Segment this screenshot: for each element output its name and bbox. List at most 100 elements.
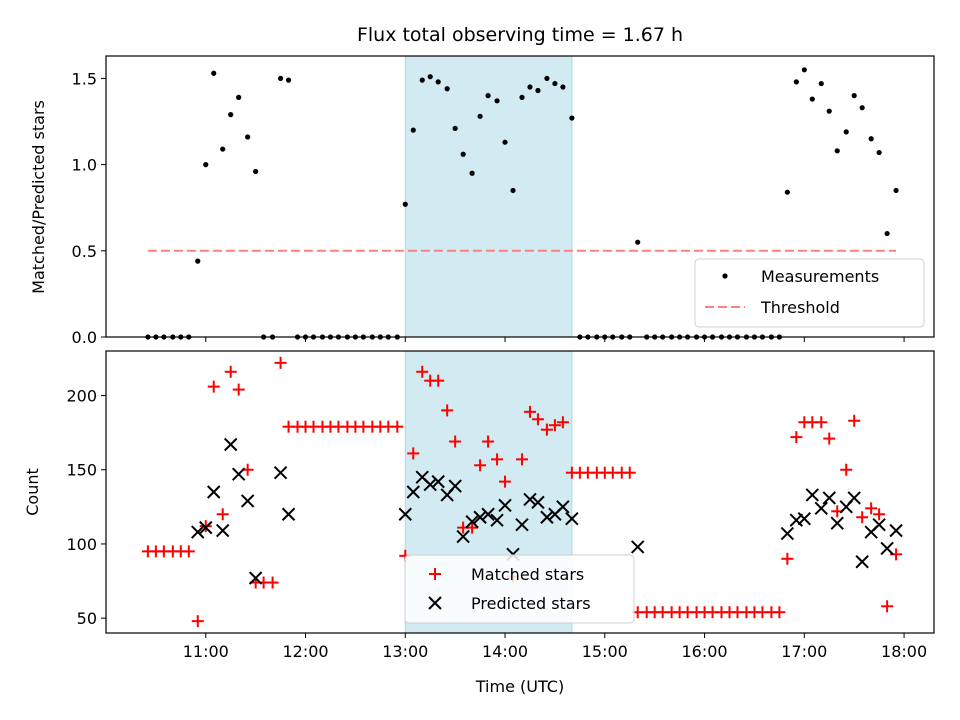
matched-star-point [391, 420, 404, 433]
y-tick-label: 0.0 [72, 328, 97, 347]
measurement-point [485, 93, 491, 99]
measurement-point [203, 162, 209, 168]
matched-star-point [815, 416, 828, 429]
count-legend-box [404, 554, 635, 624]
matched-star-point [881, 600, 894, 613]
x-tick-label: 12:00 [282, 642, 328, 661]
measurement-point [801, 67, 807, 73]
y-tick-label: 1.5 [72, 69, 97, 88]
matched-star-point [499, 475, 512, 488]
predicted-star-point [889, 523, 903, 538]
matched-star-point [182, 545, 195, 558]
matched-star-point [224, 365, 237, 378]
x-tick-label: 13:00 [382, 642, 428, 661]
measurement-point [552, 80, 558, 87]
measurement-point [494, 98, 500, 104]
matched-star-point [449, 435, 462, 448]
predicted-star-point [780, 526, 795, 541]
measurement-point [277, 75, 284, 82]
x-tick-label: 18:00 [881, 642, 927, 661]
predicted-star-point [248, 571, 263, 585]
predicted-star-point [805, 488, 820, 502]
matched-star-point [540, 423, 553, 436]
legend-measurements-label: Measurements [761, 267, 879, 286]
predicted-star-point [515, 517, 529, 532]
ratio-panel: 0.0 0.5 1.0 1.5 Matched/Predicted stars Mea… [29, 55, 935, 347]
predicted-star-point [207, 485, 221, 499]
measurement-point [469, 170, 475, 176]
predicted-star-point [481, 507, 495, 521]
predicted-star-point [789, 513, 804, 527]
matched-star-point [191, 615, 204, 628]
measurement-point [410, 127, 416, 133]
matched-star-point [232, 383, 245, 396]
measurement-point [635, 239, 641, 245]
x-tick-label: 17:00 [781, 642, 827, 661]
predicted-star-point [456, 529, 470, 544]
count-y-axis-label: Count [23, 468, 42, 516]
x-tick-label: 15:00 [582, 642, 628, 661]
x-tick-label: 16:00 [681, 642, 727, 661]
predicted-star-point [423, 477, 437, 492]
measurement-point [502, 139, 508, 145]
matched-star-point [840, 463, 853, 476]
measurement-point [834, 148, 840, 154]
measurement-point [460, 151, 466, 157]
matched-star-point [781, 552, 794, 565]
measurement-point [510, 187, 516, 194]
measurement-point [843, 129, 849, 135]
count-panel: 50 100 150 200 11:00 12:00 13:00 14:00 15:00 16:0… [23, 350, 935, 696]
matched-star-point [773, 606, 786, 619]
predicted-star-point [847, 491, 861, 505]
matched-star-point [199, 520, 212, 533]
matched-star-point [416, 365, 429, 378]
predicted-star-point [490, 513, 504, 527]
predicted-star-point [473, 510, 487, 524]
predicted-star-point [540, 510, 554, 524]
matched-star-point [823, 432, 836, 445]
predicted-star-point [498, 498, 512, 513]
legend-threshold-label: Threshold [760, 298, 840, 317]
matched-star-point [790, 431, 803, 444]
predicted-star-point [822, 491, 836, 505]
y-tick-label: 150 [66, 461, 97, 480]
legend-measurements-marker [722, 273, 728, 279]
matched-star-point [441, 404, 454, 417]
x-axis-label: Time (UTC) [475, 677, 564, 696]
measurement-point [519, 94, 525, 100]
ratio-legend: Measurements Threshold [694, 258, 925, 328]
measurement-point [211, 70, 217, 76]
predicted-star-point [797, 512, 812, 526]
measurement-point [859, 105, 865, 111]
predicted-star-point [273, 465, 288, 480]
ratio-y-axis-label: Matched/Predicted stars [29, 100, 48, 294]
predicted-star-point [191, 525, 205, 539]
ratio-legend-box [694, 258, 925, 328]
predicted-star-point [880, 541, 894, 556]
count-legend: Matched stars Predicted stars [404, 554, 635, 624]
predicted-star-point [814, 501, 828, 516]
measurement-point [477, 113, 483, 119]
measurement-point [826, 108, 832, 114]
matched-star-point [623, 466, 636, 479]
x-tick-label: 14:00 [482, 642, 528, 661]
legend-matched-label: Matched stars [471, 565, 584, 584]
predicted-star-point [556, 500, 570, 514]
measurement-point [851, 93, 857, 99]
measurement-point [793, 79, 799, 85]
matched-star-point [216, 508, 229, 521]
predicted-star-point [199, 520, 213, 535]
measurement-point [868, 136, 874, 142]
matched-star-point [856, 511, 869, 524]
measurement-point [809, 96, 815, 102]
measurement-point [419, 77, 425, 83]
matched-star-point [523, 405, 536, 418]
matched-star-point [266, 576, 279, 589]
matched-star-point [474, 459, 487, 472]
matched-star-point [873, 508, 886, 521]
measurement-point [245, 134, 251, 140]
measurement-point [228, 112, 234, 118]
predicted-star-point [223, 437, 238, 452]
measurement-point [452, 125, 458, 132]
